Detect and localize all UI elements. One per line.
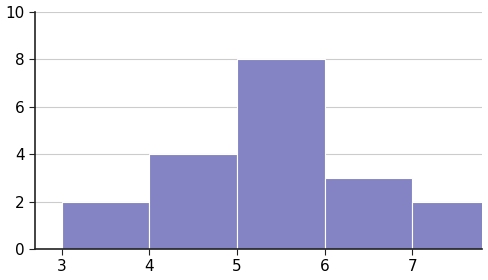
Bar: [61, 202, 149, 249]
Bar: [325, 178, 412, 249]
Bar: [412, 202, 488, 249]
Bar: [237, 59, 325, 249]
Bar: [149, 154, 237, 249]
